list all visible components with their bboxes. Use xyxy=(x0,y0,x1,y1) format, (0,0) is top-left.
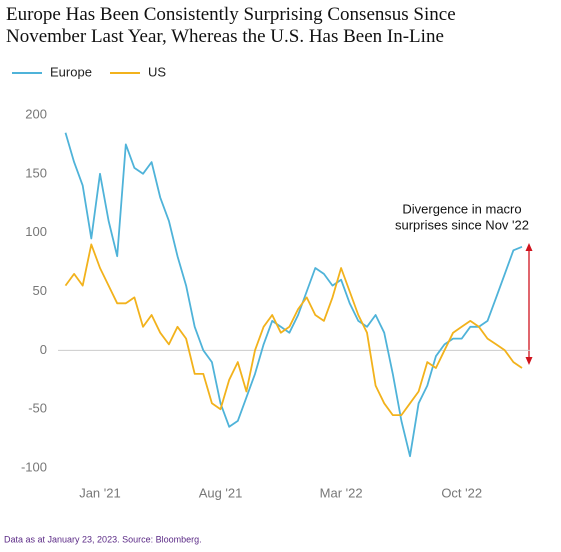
footnote: Data as at January 23, 2023. Source: Blo… xyxy=(4,534,202,544)
x-tick-label: Mar '22 xyxy=(320,485,363,500)
y-tick-label: 150 xyxy=(25,165,47,180)
legend-label: US xyxy=(148,64,166,79)
x-tick-label: Jan '21 xyxy=(79,485,121,500)
y-tick-label: -100 xyxy=(21,459,47,474)
chart-title: November Last Year, Whereas the U.S. Has… xyxy=(6,26,444,47)
annotation: surprises since Nov '22 xyxy=(395,217,529,232)
x-tick-label: Oct '22 xyxy=(441,485,482,500)
y-tick-label: -50 xyxy=(28,401,47,416)
line xyxy=(64,132,523,458)
annotation: Divergence in macro xyxy=(402,201,521,216)
y-tick-label: 50 xyxy=(33,283,47,298)
x-tick-label: Aug '21 xyxy=(199,485,243,500)
line xyxy=(64,243,523,416)
y-tick-label: 200 xyxy=(25,106,47,121)
arrow xyxy=(525,243,533,365)
y-tick-label: 0 xyxy=(40,342,47,357)
legend-label: Europe xyxy=(50,64,92,79)
chart-title: Europe Has Been Consistently Surprising … xyxy=(6,4,456,25)
y-tick-label: 100 xyxy=(25,224,47,239)
